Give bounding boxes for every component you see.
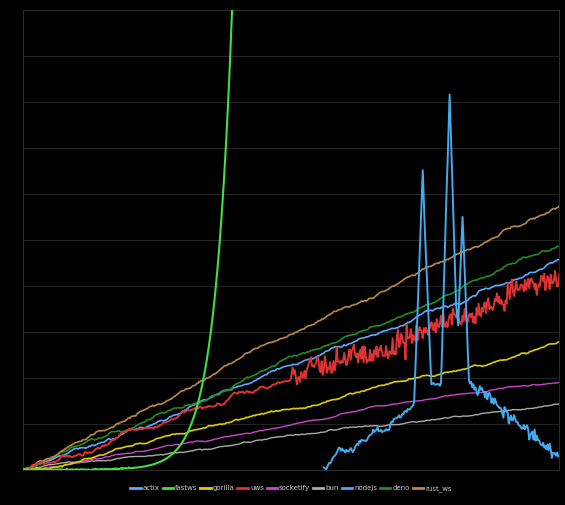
Legend: actix, fastws, gorilla, uws, socketify, bun, nodejs, deno, rust_ws: actix, fastws, gorilla, uws, socketify, … <box>128 482 454 495</box>
